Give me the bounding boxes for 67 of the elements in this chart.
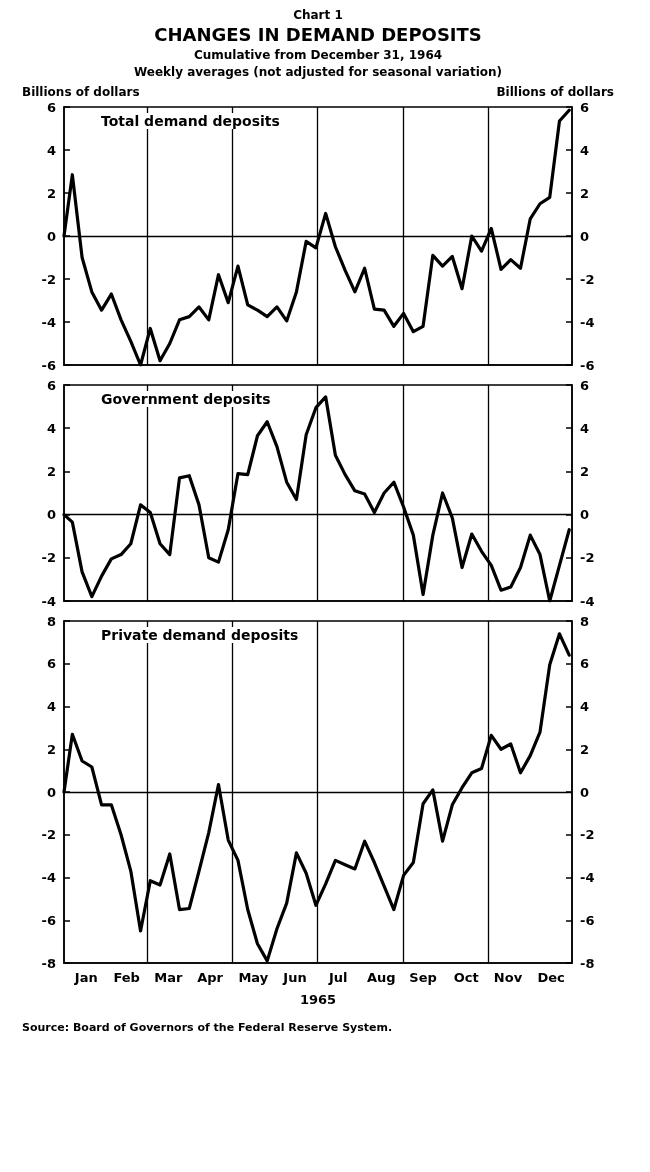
y2-tick-label: 0 — [580, 507, 590, 523]
x-tick-label: Aug — [367, 970, 396, 985]
source-note: Source: Board of Governors of the Federal Reserve System. — [22, 1021, 393, 1034]
x-tick-label: Jul — [327, 970, 348, 985]
y-tick-label: 0 — [46, 784, 56, 800]
y2-tick-label: 4 — [580, 699, 590, 714]
x-axis-title: 1965 — [299, 992, 337, 1007]
y-axis-title: Billions of dollars — [22, 85, 140, 99]
y-tick-label: 4 — [46, 420, 56, 436]
y-tick-label: -6 — [41, 357, 56, 373]
y2-axis-title: Billions of dollars — [496, 85, 614, 99]
x-tick-label: Oct — [453, 970, 479, 985]
y-tick-label: 6 — [46, 99, 56, 115]
y-tick-label: -4 — [41, 314, 56, 330]
y-tick-label: 0 — [46, 228, 56, 244]
y2-tick-label: -2 — [580, 550, 595, 566]
y2-tick-label: -2 — [580, 271, 595, 287]
y2-tick-label: 6 — [580, 99, 590, 115]
y-tick-label: 6 — [46, 656, 56, 672]
y-tick-label: 0 — [46, 507, 56, 523]
chart-subtitle: Cumulative from December 31, 1964 — [193, 48, 443, 62]
y2-tick-label: 2 — [580, 185, 590, 201]
y-tick-label: 2 — [46, 185, 56, 201]
x-tick-label: Feb — [113, 970, 140, 985]
y2-tick-label: 6 — [580, 656, 590, 672]
y2-tick-label: 4 — [580, 420, 590, 436]
y-tick-label: -6 — [41, 912, 56, 928]
y-tick-label: -8 — [41, 955, 56, 971]
y2-tick-label: 6 — [580, 377, 590, 393]
y2-tick-label: 0 — [580, 784, 590, 800]
x-tick-label: May — [238, 970, 269, 985]
y-tick-label: -4 — [41, 870, 56, 885]
y-tick-label: -4 — [41, 593, 56, 609]
y-tick-label: 4 — [46, 699, 56, 714]
y-tick-label: 4 — [46, 142, 56, 158]
y-tick-label: 6 — [46, 377, 56, 393]
y-tick-label: 2 — [46, 741, 56, 757]
y2-tick-label: -4 — [580, 870, 595, 885]
text: Private demand deposits — [101, 627, 299, 643]
x-tick-label: Jun — [282, 970, 307, 985]
y-tick-label: 8 — [46, 613, 56, 629]
caption: Chart 1 — [293, 8, 343, 22]
x-tick-label: Mar — [154, 970, 184, 985]
y2-tick-label: 2 — [580, 741, 590, 757]
y2-tick-label: -6 — [580, 357, 595, 373]
y-tick-label: 2 — [46, 463, 56, 479]
text: Weekly averages (not adjusted for seasonal variation) — [133, 65, 503, 79]
text: Total demand deposits — [101, 113, 280, 129]
y-tick-label: -2 — [41, 827, 56, 843]
y-tick-label: -2 — [41, 271, 56, 287]
y2-tick-label: 8 — [580, 613, 590, 629]
series-label: Government deposits — [101, 391, 271, 407]
x-tick-label: Dec — [537, 970, 565, 985]
y2-tick-label: -6 — [580, 912, 595, 928]
x-tick-label: Jan — [73, 970, 98, 985]
y2-tick-label: 2 — [580, 463, 590, 479]
x-tick-label: Apr — [197, 970, 224, 985]
x-tick-label: Nov — [493, 970, 523, 985]
y2-tick-label: 0 — [580, 228, 590, 244]
x-tick-label: Sep — [409, 970, 437, 985]
y2-tick-label: -2 — [580, 827, 595, 843]
y2-tick-label: 4 — [580, 142, 590, 158]
chart-title: CHANGES IN DEMAND DEPOSITS — [154, 24, 482, 45]
y2-tick-label: -8 — [580, 955, 595, 971]
y2-tick-label: -4 — [580, 593, 595, 609]
y2-tick-label: -4 — [580, 314, 595, 330]
y-tick-label: -2 — [41, 550, 56, 566]
